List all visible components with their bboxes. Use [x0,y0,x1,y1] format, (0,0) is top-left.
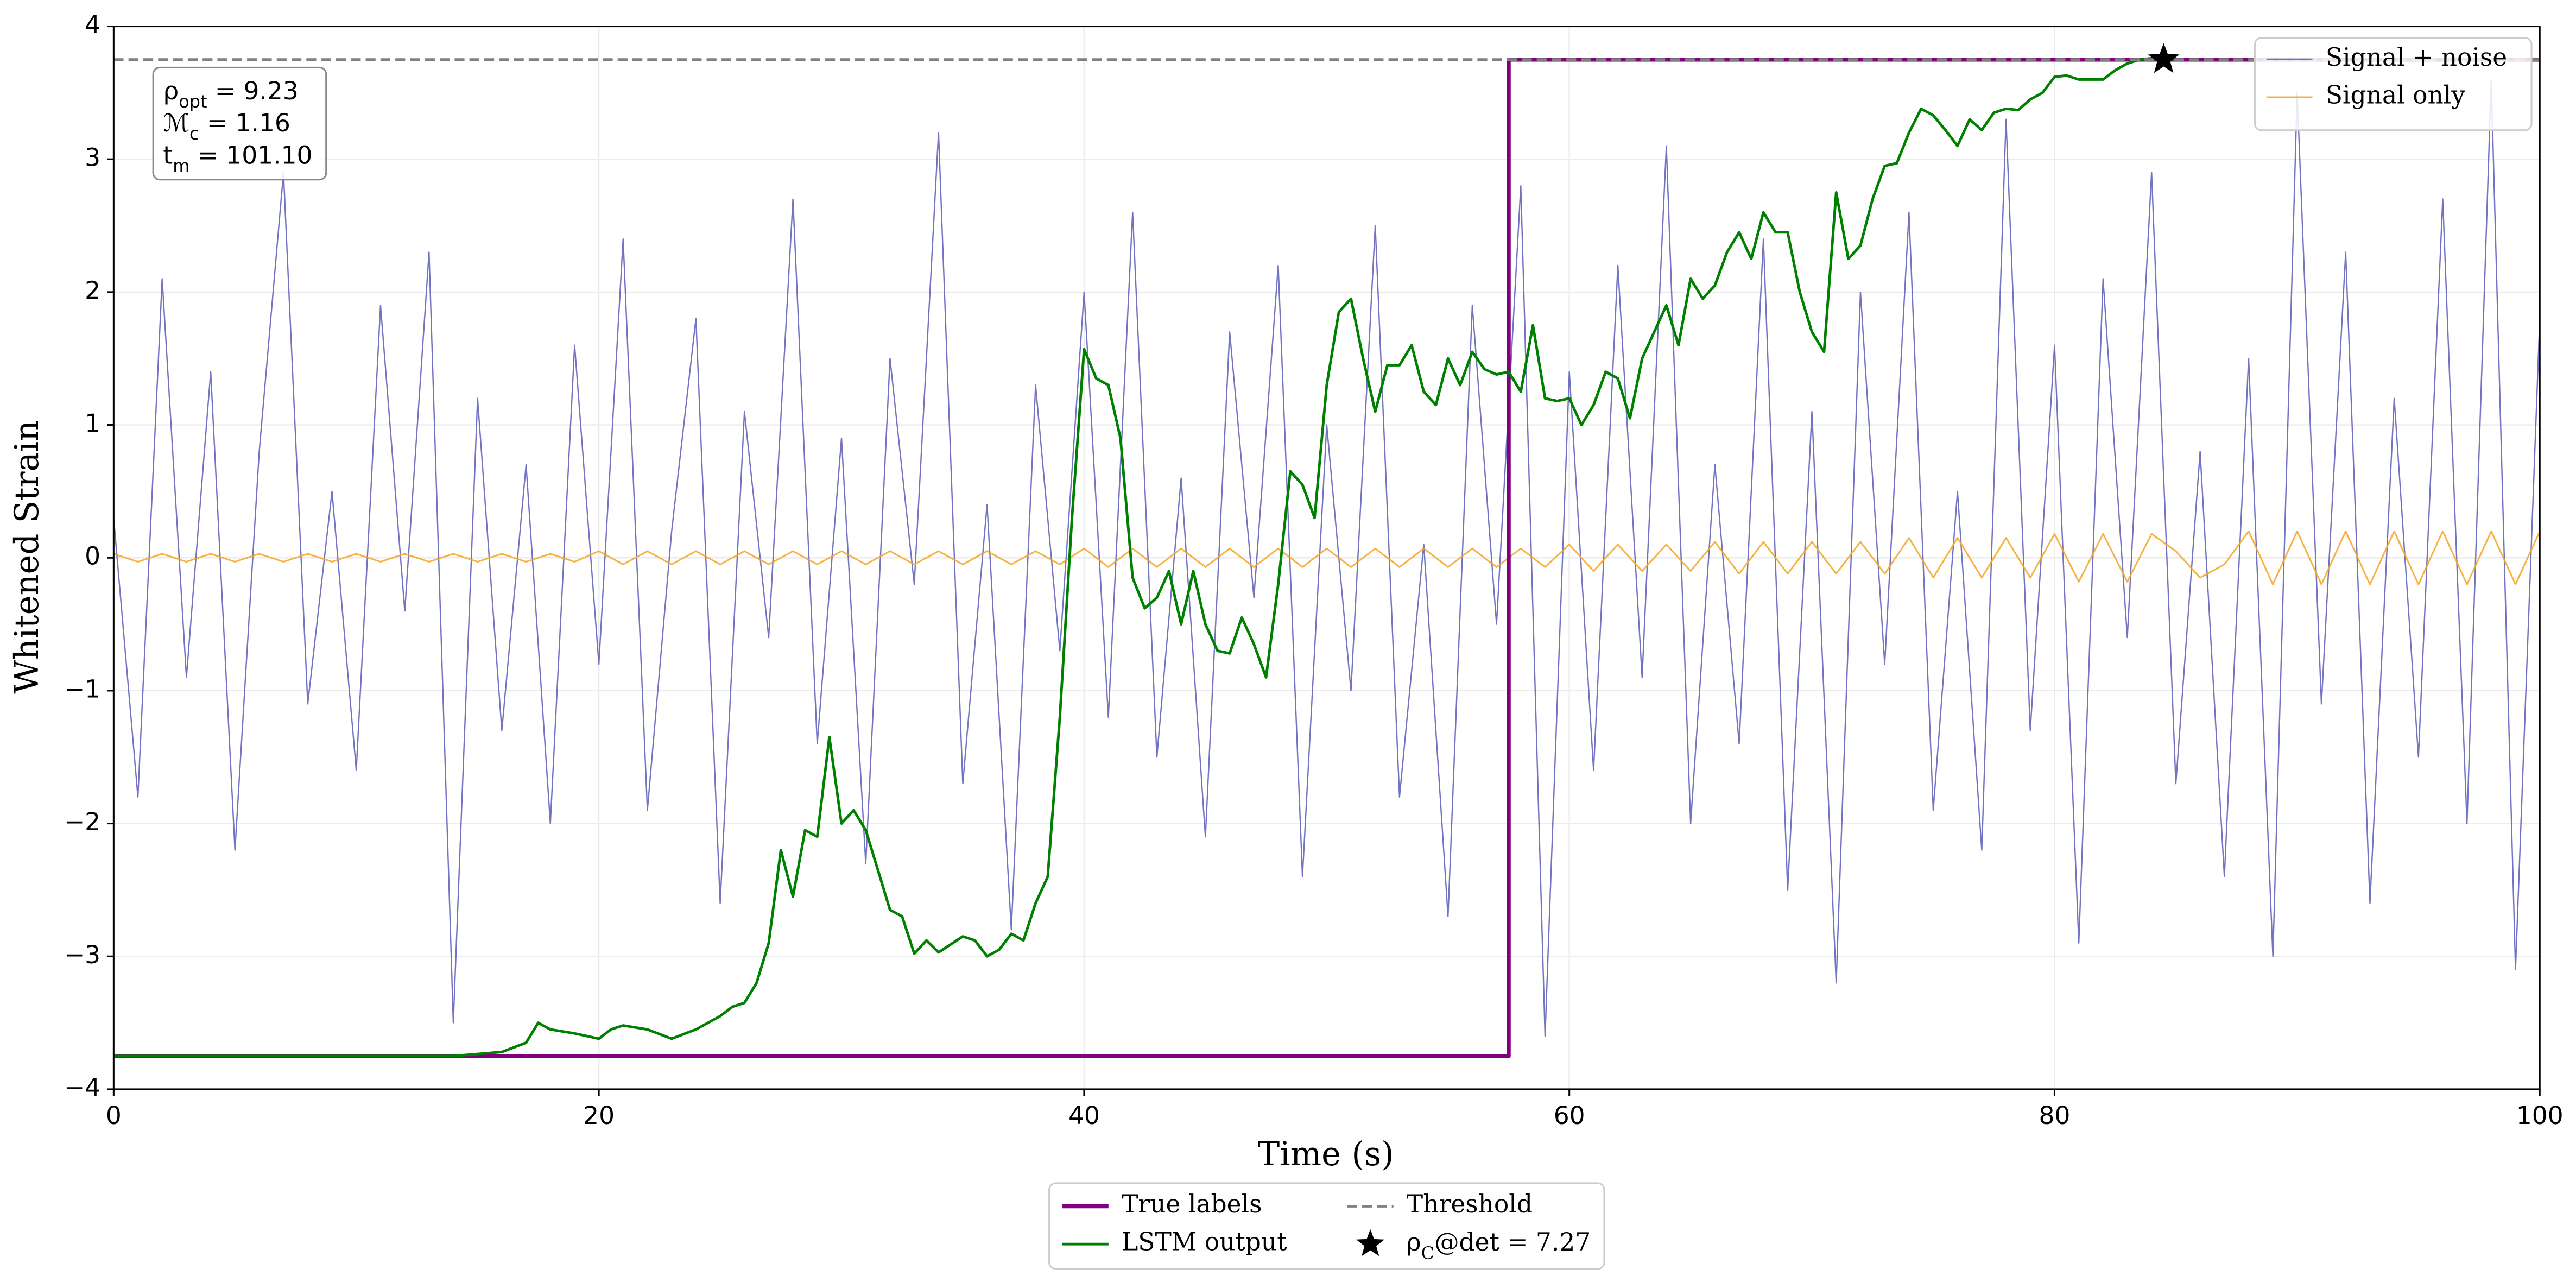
legend-label: LSTM output [1122,1228,1287,1256]
annotation-text: tm = 101.10 [163,141,312,176]
legend-label: ρC@det = 7.27 [1407,1228,1591,1264]
x-tick-label: 80 [2039,1101,2071,1130]
series-line [113,530,2541,585]
annotation-text: ρopt = 9.23 [163,76,298,112]
annotation-box [152,66,327,181]
x-tick-label: 100 [2516,1101,2564,1130]
y-tick-label: −1 [64,674,100,703]
y-tick-label: 4 [85,10,100,39]
y-tick-label: 2 [85,276,100,305]
detection-marker [2148,43,2180,73]
y-tick-label: 0 [85,542,100,571]
y-tick-label: 1 [85,409,100,438]
y-tick-label: −2 [64,807,100,836]
x-tick-label: 40 [1068,1101,1100,1130]
x-tick-label: 0 [106,1101,122,1130]
y-tick-label: −3 [64,940,100,969]
x-tick-label: 20 [583,1101,615,1130]
series-line [113,79,2541,1037]
x-tick-label: 60 [1554,1101,1585,1130]
legend-swatch [1356,1229,1385,1256]
legend-label: True labels [1122,1190,1262,1218]
series-line [113,56,2176,1058]
series-line [113,57,2540,1058]
y-axis-label: Whitened Strain [8,420,46,694]
x-axis-label: Time (s) [1258,1135,1394,1173]
y-tick-label: 3 [85,143,100,172]
legend-box [1048,1182,1605,1270]
y-tick-label: −4 [64,1073,100,1102]
legend-label: Signal + noise [2326,43,2507,72]
annotation-text: ℳc = 1.16 [163,109,290,144]
legend: Signal + noise Signal only [2254,37,2533,131]
ticks: 0 20 40 60 80 100 −4 −3 −2 −1 0 1 2 3 4 [64,10,2564,1130]
legend-label: Threshold [1407,1190,1533,1218]
legend: True labels LSTM output Threshold ρC@det = … [1048,1182,1605,1270]
plot-area [113,43,2541,1058]
legend-box [2254,37,2533,131]
legend-label: Signal only [2326,81,2466,110]
